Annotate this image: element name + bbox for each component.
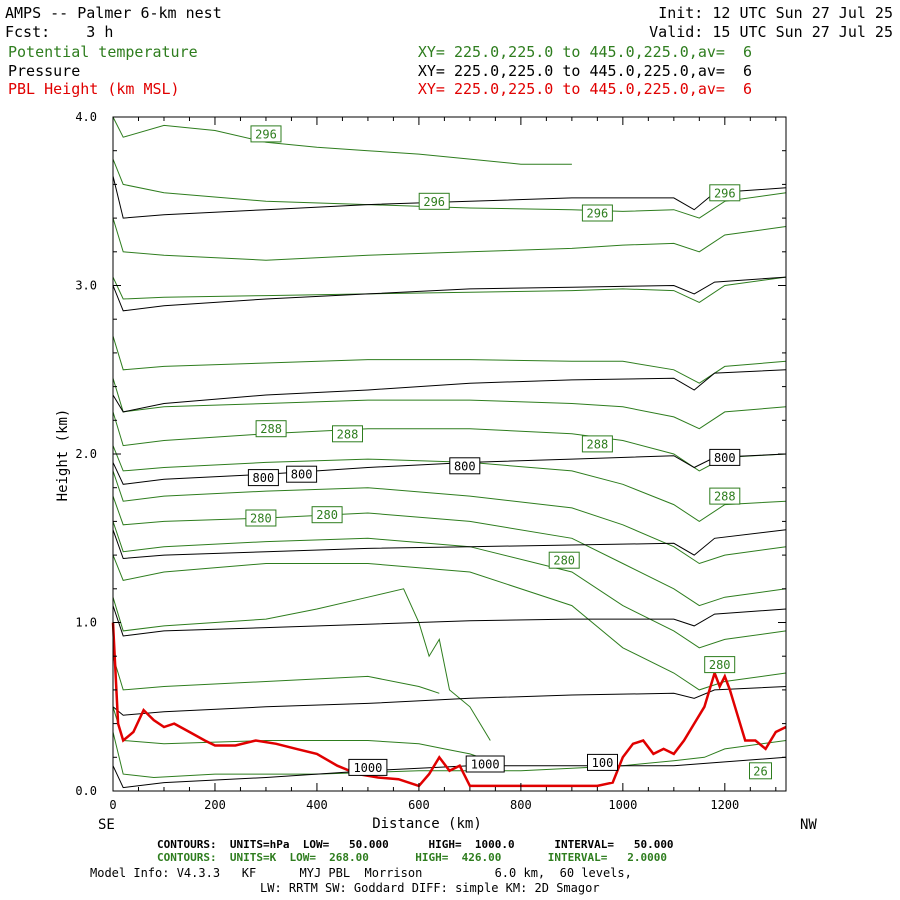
axes: 0 200 400 600 800 1000 1200 0.0 1.0 2.0 3.0 4.0	[75, 110, 786, 812]
theta-contour-line	[112, 521, 787, 649]
field-xy-pbl: XY= 225.0,225.0 to 445.0,225.0,av= 6	[418, 80, 752, 98]
contour-label-box	[250, 125, 282, 143]
field-xy-pressure: XY= 225.0,225.0 to 445.0,225.0,av= 6	[418, 62, 752, 80]
x-tick-label: 600	[408, 798, 430, 812]
theta-contour-line	[112, 554, 787, 691]
contour-label: 288	[587, 437, 609, 451]
theta-contour-line	[112, 116, 572, 165]
contour-label-box	[709, 184, 741, 202]
contour-label: 26	[753, 764, 767, 778]
contour-label: 288	[714, 490, 736, 504]
contour-label: 800	[253, 471, 275, 485]
x-tick-label: 1200	[710, 798, 739, 812]
model-title: AMPS -- Palmer 6-km nest	[5, 4, 222, 22]
theta-contour-line	[112, 706, 481, 758]
theta-contour-line	[112, 335, 787, 384]
pressure-contour-850	[112, 529, 787, 560]
contour-label-box	[418, 192, 450, 210]
contour-label-box	[286, 465, 318, 483]
pressure-contours	[112, 175, 787, 789]
x-tick-label: 1000	[608, 798, 637, 812]
x-tick-label: 800	[510, 798, 532, 812]
contour-label: 280	[316, 508, 338, 522]
contour-label: 296	[255, 127, 277, 141]
theta-contour-line	[112, 217, 787, 261]
field-xy-theta: XY= 225.0,225.0 to 445.0,225.0,av= 6	[418, 43, 752, 61]
contour-label-box	[247, 469, 279, 487]
y-tick-label: 3.0	[75, 279, 97, 293]
pressure-contour-700	[112, 276, 787, 312]
contour-label: 280	[250, 512, 272, 526]
field-name-theta: Potential temperature	[8, 43, 198, 61]
pressure-contour-750	[112, 369, 787, 413]
contour-label: 296	[587, 207, 609, 221]
contour-label: 288	[260, 422, 282, 436]
contour-label-box	[332, 425, 363, 443]
contour-label: 280	[709, 658, 731, 672]
contour-label-box	[581, 435, 613, 453]
contour-label: 1000	[353, 761, 382, 775]
contour-label-box	[548, 551, 580, 569]
footer-theta-contours: CONTOURS: UNITS=K LOW= 268.00 HIGH= 426.…	[157, 851, 667, 864]
contour-label-box	[581, 204, 613, 222]
contour-label-box	[749, 762, 772, 780]
footer-physics: LW: RRTM SW: Goddard DIFF: simple KM: 2D…	[260, 881, 600, 895]
theta-contour-line	[112, 411, 787, 472]
x-tick-label: 200	[204, 798, 226, 812]
theta-contour-line	[112, 588, 491, 741]
theta-contour-line	[112, 470, 787, 565]
pbl-height-line	[111, 622, 787, 788]
pressure-contour-950	[112, 686, 787, 716]
forecast-hour: Fcst: 3 h	[5, 23, 113, 41]
contour-label: 288	[337, 427, 359, 441]
field-name-pressure: Pressure	[8, 62, 80, 80]
theta-contour-line	[112, 656, 440, 694]
y-tick-label: 1.0	[75, 616, 97, 630]
contour-label-box	[587, 753, 618, 771]
y-tick-label: 0.0	[75, 784, 97, 798]
contour-label-box	[465, 755, 505, 773]
contour-label: 296	[423, 195, 445, 209]
pressure-contour-650	[112, 175, 787, 219]
contour-label: 1000	[471, 758, 500, 772]
y-tick-label: 2.0	[75, 447, 97, 461]
pbl-height-series-line	[111, 622, 787, 788]
contour-label-box	[255, 420, 287, 438]
endpoint-label-se: SE	[98, 817, 115, 833]
contour-label: 100	[592, 756, 614, 770]
contour-labels: 296 296 296 296 288 288 288 288 280 280 280 280 800 8…	[245, 125, 772, 780]
pressure-contour-1000	[112, 756, 787, 789]
init-time: Init: 12 UTC Sun 27 Jul 25	[658, 4, 893, 22]
theta-contour-line	[112, 158, 787, 219]
x-tick-label: 0	[109, 798, 116, 812]
contour-label-box	[348, 758, 388, 776]
pressure-contour-900	[112, 605, 787, 637]
contour-label: 296	[714, 186, 736, 200]
contour-label: 800	[714, 451, 736, 465]
theta-contour-line	[112, 276, 787, 303]
endpoint-label-nw: NW	[800, 817, 817, 833]
contour-label-box	[709, 448, 741, 466]
field-name-pbl: PBL Height (km MSL)	[8, 80, 180, 98]
theta-contours	[112, 116, 787, 779]
contour-label: 280	[553, 554, 575, 568]
theta-contour-line	[112, 495, 787, 607]
x-tick-label: 400	[306, 798, 328, 812]
footer-model-info: Model Info: V4.3.3 KF MYJ PBL Morrison 6…	[90, 866, 632, 880]
contour-label: 800	[454, 459, 476, 473]
footer-pressure-contours: CONTOURS: UNITS=hPa LOW= 50.000 HIGH= 10…	[157, 838, 674, 851]
contour-label-box	[245, 509, 277, 527]
x-axis-title: Distance (km)	[372, 816, 482, 832]
theta-contour-line	[112, 445, 787, 522]
contour-label: 800	[291, 468, 313, 482]
valid-time: Valid: 15 UTC Sun 27 Jul 25	[649, 23, 893, 41]
y-tick-label: 4.0	[75, 110, 97, 124]
contour-label-box	[709, 487, 741, 505]
contour-label-box	[704, 656, 736, 674]
y-axis-title: Height (km)	[55, 409, 71, 502]
contour-label-box	[311, 506, 343, 524]
theta-contour-line	[112, 378, 787, 430]
contour-label-box	[449, 457, 481, 475]
